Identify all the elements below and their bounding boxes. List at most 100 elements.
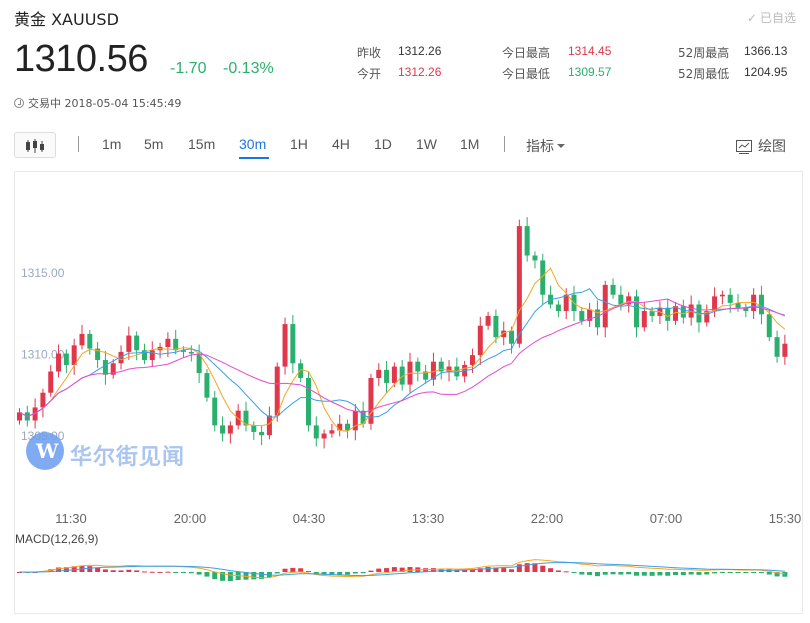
macd-bar [540,565,546,572]
period-tab-1H[interactable]: 1H [290,136,308,152]
candle [423,371,429,380]
macd-bar [282,568,288,572]
macd-bar [610,572,616,575]
watermark-text: 华尔街见闻 [70,445,186,470]
macd-bar [712,572,718,574]
candle [415,361,421,372]
macd-bar [118,570,124,572]
watchlist-toggle[interactable]: ✓ 已自选 [747,9,796,26]
macd-bar [719,572,725,573]
macd-bar [305,571,311,573]
clock-icon [14,98,24,108]
macd-bar [243,572,249,580]
stat-value: 1314.45 [568,44,612,58]
macd-bar [220,572,226,581]
candle [727,294,733,303]
stat-value: 1366.13 [744,44,788,58]
period-tab-30m[interactable]: 30m [239,136,267,152]
candle [48,371,54,393]
macd-bar [290,567,296,572]
candle [220,425,226,434]
macd-bar [329,572,335,576]
candle [509,330,515,344]
candle [633,296,639,328]
chart-type-button[interactable] [14,132,56,158]
macd-bar [516,564,522,572]
period-tab-1W[interactable]: 1W [416,136,437,152]
macd-bar [501,568,507,572]
macd-bar [532,563,538,572]
draw-button[interactable]: 绘图 [736,136,786,156]
macd-bar [462,570,468,572]
candle [141,350,147,361]
macd-bar [782,572,788,577]
period-tab-15m[interactable]: 15m [188,136,216,152]
indicator-dropdown[interactable]: 指标 [526,136,565,156]
candle [110,363,116,375]
macd-bar [571,572,577,573]
caret-down-icon [557,144,565,148]
macd-bar [110,570,116,572]
candle [712,296,718,312]
macd-bar [602,572,608,575]
candle [399,366,405,385]
period-tab-5m[interactable]: 5m [144,136,164,152]
macd-bar [391,567,397,572]
candle [438,361,444,372]
candle [79,333,85,346]
macd-bar [735,572,741,573]
candle [102,360,108,375]
period-tab-1D[interactable]: 1D [374,136,392,152]
macd-bar [165,571,171,573]
candle [594,309,600,328]
x-tick-label: 20:00 [174,511,207,526]
period-tab-1M[interactable]: 1M [460,136,480,152]
x-tick-label: 22:00 [531,511,564,526]
macd-bar [141,571,147,573]
macd-bar [321,572,327,575]
macd-bar [673,572,679,576]
candle [446,366,452,372]
macd-bar [665,572,671,576]
candle [610,284,616,295]
macd-bar [751,572,757,573]
macd-dea-line [19,561,785,577]
candle [469,355,475,365]
candle [337,423,343,431]
price-chart[interactable]: 1315.001310.001305.0011:3020:0004:3013:3… [14,171,803,614]
candle [673,306,679,321]
macd-bar [688,572,694,575]
macd-bar [766,572,772,575]
stat-label: 52周最高 [678,46,730,60]
x-tick-label: 15:30 [769,511,802,526]
candle [71,345,77,365]
macd-bar [173,572,179,573]
macd-label: MACD(12,26,9) [15,532,98,546]
macd-bar [63,567,69,572]
candle [126,335,132,352]
macd-bar [579,572,585,575]
macd-bar [196,572,202,575]
x-tick-label: 04:30 [293,511,326,526]
candle [181,350,187,352]
macd-bar [87,566,93,572]
macd-bar [555,570,561,572]
macd-bar [524,563,530,572]
candle [751,294,757,312]
candle [149,350,155,361]
candle [376,369,382,379]
period-tab-4H[interactable]: 4H [332,136,350,152]
candle [188,351,194,354]
macd-bar [727,572,733,573]
candle [430,361,436,380]
period-tab-1m[interactable]: 1m [102,136,122,152]
candle [602,284,608,328]
candle [360,410,366,424]
macd-bar [102,569,108,572]
stat-value: 1312.26 [398,44,442,58]
candlestick-chart[interactable]: 1315.001310.001305.0011:3020:0004:3013:3… [15,172,802,613]
macd-bar [758,572,764,574]
macd-bar [641,572,647,576]
macd-bar [251,572,257,580]
candle [516,226,522,344]
